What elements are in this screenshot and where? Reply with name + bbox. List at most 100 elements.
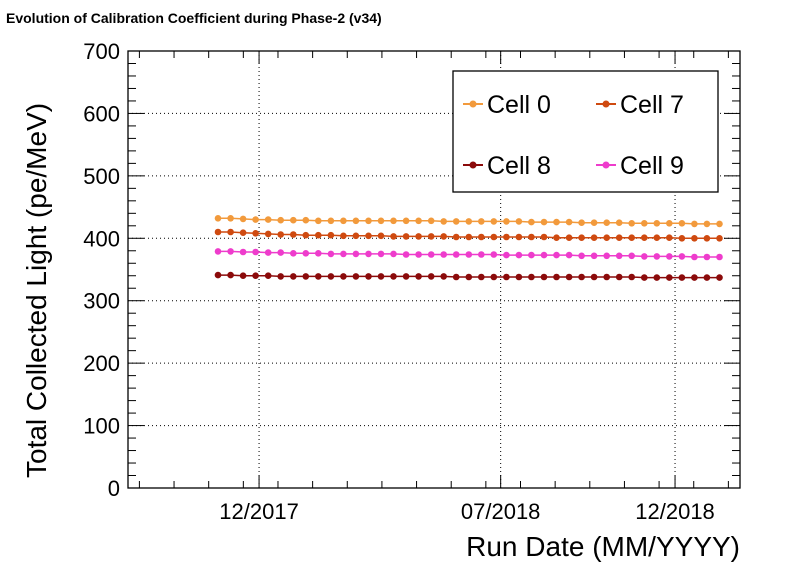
legend-label-cell-7: Cell 7 [620, 91, 684, 119]
plot-frame [127, 50, 741, 489]
data-point-cell-0 [302, 216, 310, 224]
data-point-cell-8 [239, 272, 247, 280]
data-point-cell-0 [603, 219, 610, 226]
data-point-cell-0 [691, 220, 698, 228]
data-point-cell-0 [340, 217, 347, 225]
data-point-cell-7 [239, 229, 247, 236]
data-point-cell-7 [252, 230, 259, 237]
data-point-cell-0 [440, 218, 448, 225]
data-point-cell-9 [490, 251, 498, 258]
data-point-cell-9 [590, 252, 598, 260]
x-tick-label: 12/2017 [219, 499, 299, 524]
data-point-cell-9 [327, 250, 335, 258]
data-point-cell-9 [515, 251, 523, 259]
data-point-cell-8 [716, 274, 723, 281]
series-layer [214, 215, 723, 281]
data-point-cell-0 [277, 216, 285, 224]
data-point-cell-7 [578, 234, 585, 241]
data-point-cell-7 [703, 235, 711, 242]
data-point-cell-9 [340, 250, 347, 258]
data-point-cell-0 [252, 216, 259, 223]
data-point-cell-0 [315, 217, 322, 225]
legend-marker-cell-7 [602, 100, 610, 108]
data-point-cell-7 [615, 234, 623, 241]
legend-label-cell-8: Cell 8 [487, 152, 551, 180]
data-point-cell-8 [590, 273, 598, 281]
y-tick-label: 200 [83, 351, 120, 376]
data-point-cell-0 [578, 219, 585, 226]
data-point-cell-0 [553, 218, 560, 226]
data-point-cell-0 [390, 217, 397, 225]
data-point-cell-8 [290, 273, 297, 280]
data-point-cell-9 [352, 250, 360, 258]
data-point-cell-9 [565, 251, 573, 259]
y-tick-label: 700 [83, 39, 120, 64]
data-point-cell-8 [327, 273, 335, 280]
y-axis-title: Total Collected Light (pe/MeV) [21, 103, 52, 478]
data-point-cell-8 [214, 271, 222, 279]
legend-label-cell-9: Cell 9 [620, 152, 684, 180]
data-point-cell-7 [465, 233, 473, 241]
data-point-cell-8 [503, 273, 510, 281]
data-point-cell-9 [377, 250, 385, 258]
data-point-cell-8 [302, 273, 310, 280]
legend: Cell 0 Cell 7 Cell 8 Cell 9 [452, 70, 719, 193]
chart-title: Evolution of Calibration Coefficient dur… [6, 10, 382, 26]
data-point-cell-7 [352, 232, 360, 240]
data-point-cell-8 [666, 274, 673, 281]
data-point-cell-7 [628, 234, 635, 241]
data-point-cell-7 [327, 231, 335, 239]
data-point-cell-9 [540, 251, 548, 259]
data-point-cell-8 [415, 273, 422, 280]
data-point-cell-7 [540, 233, 548, 241]
data-point-cell-0 [490, 218, 498, 225]
data-point-cell-9 [402, 251, 410, 258]
data-point-cell-8 [264, 272, 272, 280]
y-tick-labels: 0 100 200 300 400 500 600 700 [83, 39, 120, 501]
data-point-cell-9 [603, 252, 610, 260]
data-point-cell-8 [365, 273, 372, 280]
x-axis-title: Run Date (MM/YYYY) [466, 531, 740, 562]
data-point-cell-0 [402, 217, 410, 225]
x-tick-label: 07/2018 [461, 499, 541, 524]
data-point-cell-7 [565, 234, 573, 241]
data-point-cell-7 [503, 233, 510, 241]
data-point-cell-7 [227, 228, 234, 236]
data-point-cell-9 [214, 248, 222, 255]
data-point-cell-7 [528, 233, 535, 241]
data-point-cell-9 [553, 251, 560, 259]
data-point-cell-0 [415, 217, 422, 225]
data-point-cell-9 [653, 253, 661, 260]
data-point-cell-8 [478, 273, 485, 281]
data-point-cell-7 [277, 231, 285, 238]
y-tick-label: 100 [83, 414, 120, 439]
data-point-cell-8 [528, 273, 535, 281]
data-point-cell-8 [277, 273, 285, 280]
data-point-cell-9 [302, 250, 310, 257]
data-point-cell-8 [615, 273, 623, 281]
y-tick-label: 400 [83, 226, 120, 251]
data-point-cell-7 [290, 231, 297, 238]
data-point-cell-7 [666, 234, 673, 241]
data-point-cell-8 [691, 274, 698, 281]
data-point-cell-9 [478, 251, 485, 258]
data-point-cell-9 [641, 253, 648, 260]
y-tick-label: 600 [83, 101, 120, 126]
data-point-cell-9 [290, 250, 297, 257]
data-point-cell-8 [515, 273, 523, 281]
data-point-cell-7 [390, 233, 397, 240]
data-point-cell-7 [553, 234, 560, 241]
data-point-cell-9 [227, 248, 234, 255]
data-point-cell-9 [678, 253, 686, 260]
data-point-cell-0 [528, 218, 535, 226]
data-point-cell-0 [703, 220, 711, 228]
data-point-cell-7 [590, 234, 598, 241]
data-point-cell-8 [540, 273, 548, 281]
data-point-cell-9 [716, 253, 723, 261]
data-point-cell-9 [703, 253, 711, 261]
data-point-cell-0 [327, 217, 335, 225]
data-point-cell-0 [615, 219, 623, 226]
data-point-cell-0 [452, 218, 460, 225]
data-point-cell-0 [628, 220, 635, 227]
